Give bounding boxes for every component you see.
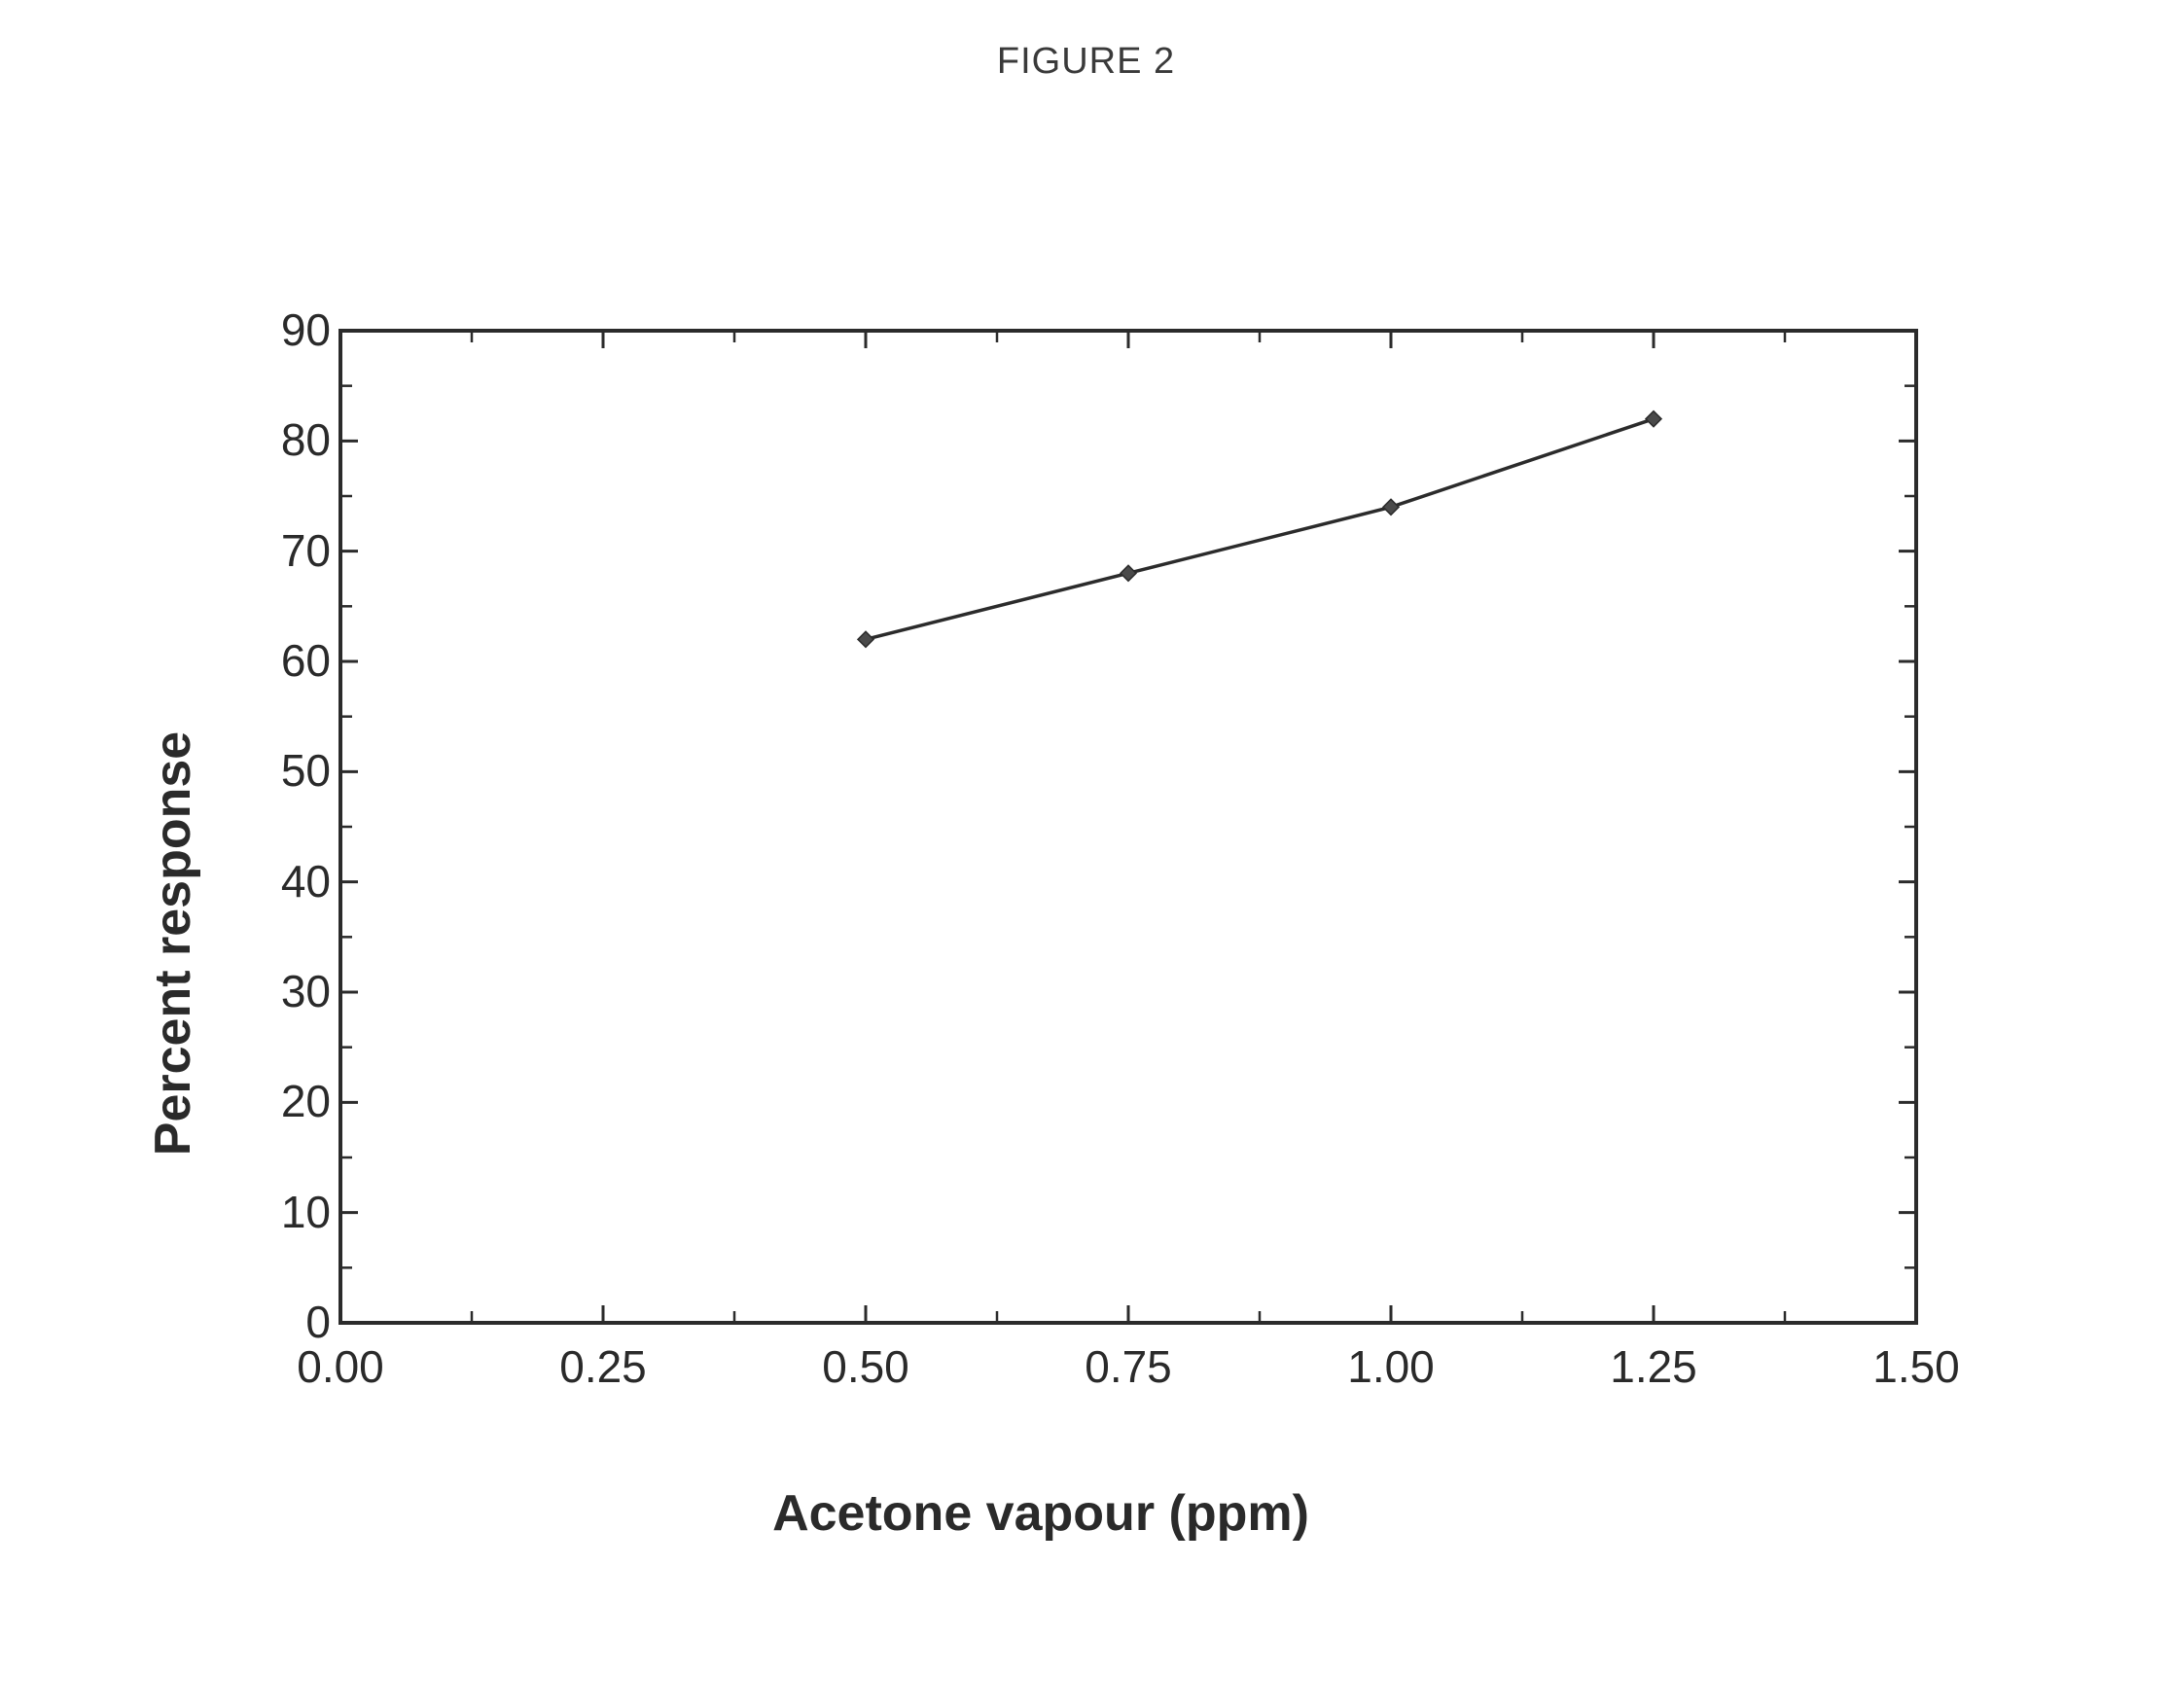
x-tick-label: 1.00: [1347, 1340, 1435, 1393]
y-tick-label: 10: [253, 1186, 331, 1238]
y-tick-label: 90: [253, 303, 331, 356]
y-tick-label: 50: [253, 744, 331, 797]
x-tick-label: 1.25: [1610, 1340, 1697, 1393]
x-tick-label: 0.75: [1085, 1340, 1172, 1393]
y-tick-label: 80: [253, 413, 331, 466]
y-tick-label: 30: [253, 965, 331, 1017]
y-tick-label: 70: [253, 524, 331, 577]
x-tick-label: 0.50: [822, 1340, 909, 1393]
y-tick-label: 40: [253, 855, 331, 907]
y-tick-label: 60: [253, 634, 331, 687]
x-tick-label: 1.50: [1872, 1340, 1960, 1393]
chart-container: Percent response Acetone vapour (ppm) 01…: [117, 321, 1965, 1566]
y-tick-label: 20: [253, 1075, 331, 1127]
x-tick-label: 0.00: [297, 1340, 384, 1393]
page: FIGURE 2 Percent response Acetone vapour…: [0, 0, 2172, 1708]
x-tick-label: 0.25: [559, 1340, 647, 1393]
figure-caption: FIGURE 2: [0, 41, 2172, 83]
